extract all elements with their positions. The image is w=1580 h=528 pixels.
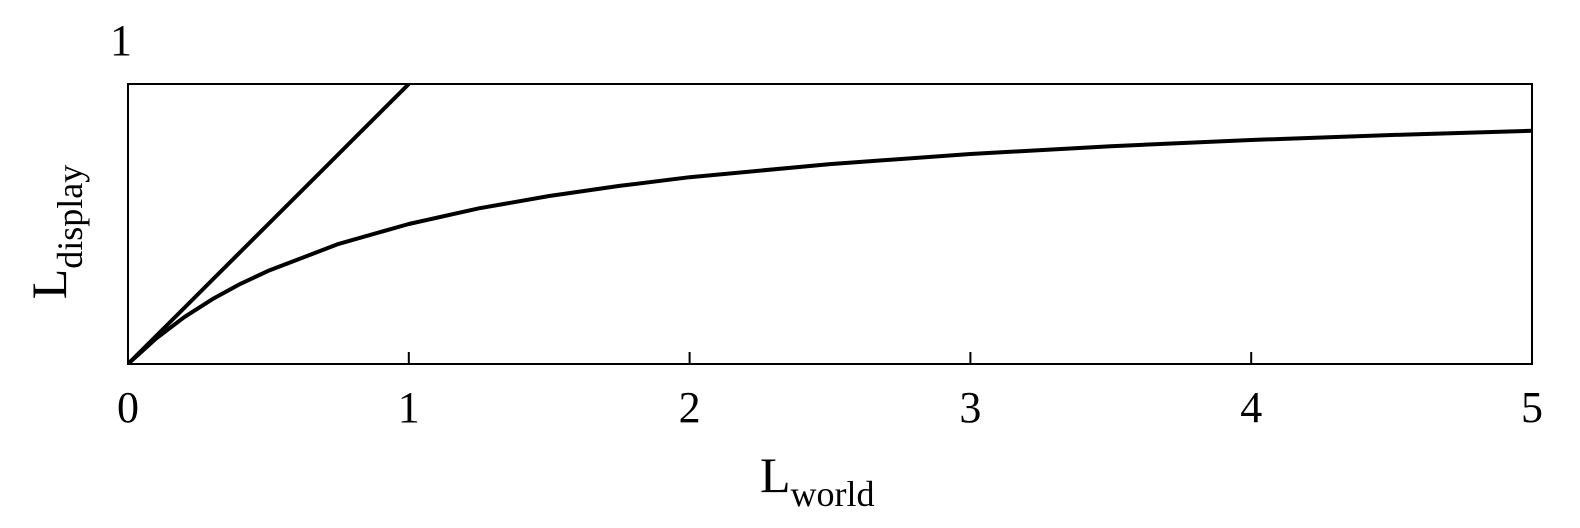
x-tick-label-5: 5 xyxy=(1521,383,1543,432)
series-line-1 xyxy=(128,84,411,364)
x-tick-label-4: 4 xyxy=(1240,383,1262,432)
y-axis-max-label: 1 xyxy=(110,16,132,65)
y-axis-label-sub: display xyxy=(50,165,90,269)
x-tick-label-3: 3 xyxy=(959,383,981,432)
x-tick-label-2: 2 xyxy=(679,383,701,432)
x-axis-label: Lworld xyxy=(760,447,875,514)
x-tick-label-0: 0 xyxy=(117,383,139,432)
x-axis-label-main: L xyxy=(760,447,791,503)
y-axis-label: Ldisplay xyxy=(21,165,90,300)
y-axis-label-main: L xyxy=(21,269,77,300)
plot-frame xyxy=(127,83,1533,365)
x-tick-label-1: 1 xyxy=(398,383,420,432)
x-axis-tick-labels: 0 1 2 3 4 5 xyxy=(117,383,1543,432)
series-line-2 xyxy=(128,128,1532,364)
x-axis-ticks xyxy=(127,352,1533,364)
x-axis-label-sub: world xyxy=(791,474,875,514)
series-layer xyxy=(128,84,1532,364)
y-axis-label-group: Ldisplay xyxy=(21,165,90,300)
